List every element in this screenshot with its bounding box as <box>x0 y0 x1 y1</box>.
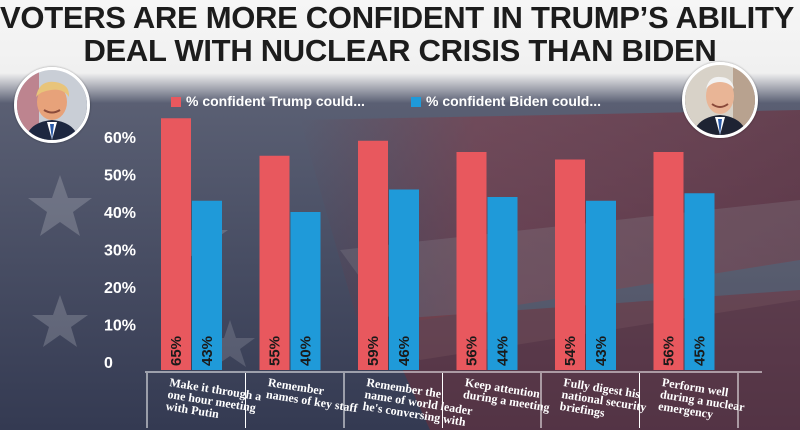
y-tick-label: 60% <box>104 130 136 147</box>
bar-biden <box>487 197 518 370</box>
bar-biden <box>192 200 222 370</box>
y-tick-label: 40% <box>104 205 136 222</box>
bar-trump <box>161 118 191 370</box>
y-tick-label: 30% <box>104 243 136 260</box>
bar-biden <box>684 193 715 370</box>
category-label: Make it through aone hour meetingwith Pu… <box>165 375 263 427</box>
y-tick-label: 0 <box>104 355 113 372</box>
bar-trump <box>456 152 487 370</box>
bar-biden <box>389 189 419 370</box>
biden-portrait-icon <box>682 62 758 138</box>
data-label-biden: 43% <box>199 336 216 366</box>
legend-swatch-trump <box>171 97 181 107</box>
data-label-biden: 43% <box>593 336 610 366</box>
data-label-trump: 65% <box>168 336 185 366</box>
trump-portrait-icon <box>14 67 90 143</box>
legend-swatch-biden <box>411 97 421 107</box>
headline-line-2: DEAL WITH NUCLEAR CRISIS THAN BIDEN <box>83 33 717 68</box>
data-label-biden: 40% <box>298 336 315 366</box>
bar-biden <box>586 200 616 370</box>
data-label-biden: 46% <box>396 336 413 366</box>
headline-line-1: VOTERS ARE MORE CONFIDENT IN TRUMP’S ABI… <box>0 0 800 35</box>
data-label-trump: 59% <box>365 336 382 366</box>
category-label: Perform wellduring a nuclearemergency <box>657 375 748 426</box>
bar-biden <box>290 212 321 370</box>
bar-trump <box>555 159 585 370</box>
legend-label-trump: % confident Trump could... <box>186 93 365 109</box>
x-axis: Make it through aone hour meetingwith Pu… <box>145 371 762 430</box>
data-label-trump: 54% <box>562 336 579 366</box>
y-tick-label: 20% <box>104 280 136 297</box>
bar-trump <box>358 140 388 370</box>
data-label-trump: 56% <box>661 336 678 366</box>
data-label-biden: 44% <box>495 336 512 366</box>
y-tick-label: 50% <box>104 168 136 185</box>
category-label: Remembernames of key staff <box>265 375 361 415</box>
category-label: Fully digest hisnational securitybriefin… <box>559 375 650 426</box>
y-tick-label: 10% <box>104 318 136 335</box>
bar-trump <box>653 152 684 370</box>
y-axis: 0 10% 20% 30% 40% 50% 60% <box>104 130 136 372</box>
data-label-trump: 56% <box>464 336 481 366</box>
legend-label-biden: % confident Biden could... <box>426 93 601 109</box>
bar-trump <box>259 155 290 370</box>
data-label-biden: 45% <box>692 336 709 366</box>
legend: % confident Trump could... % confident B… <box>171 93 601 109</box>
category-label: Keep attentionduring a meeting <box>462 375 552 414</box>
category-label: Remember thename of world leaderhe's con… <box>362 375 476 430</box>
data-label-trump: 55% <box>267 336 284 366</box>
bars: 65% 43% 55% 40% 59% 46% 56% 44% 54% 43% 56% 45% <box>161 118 715 370</box>
